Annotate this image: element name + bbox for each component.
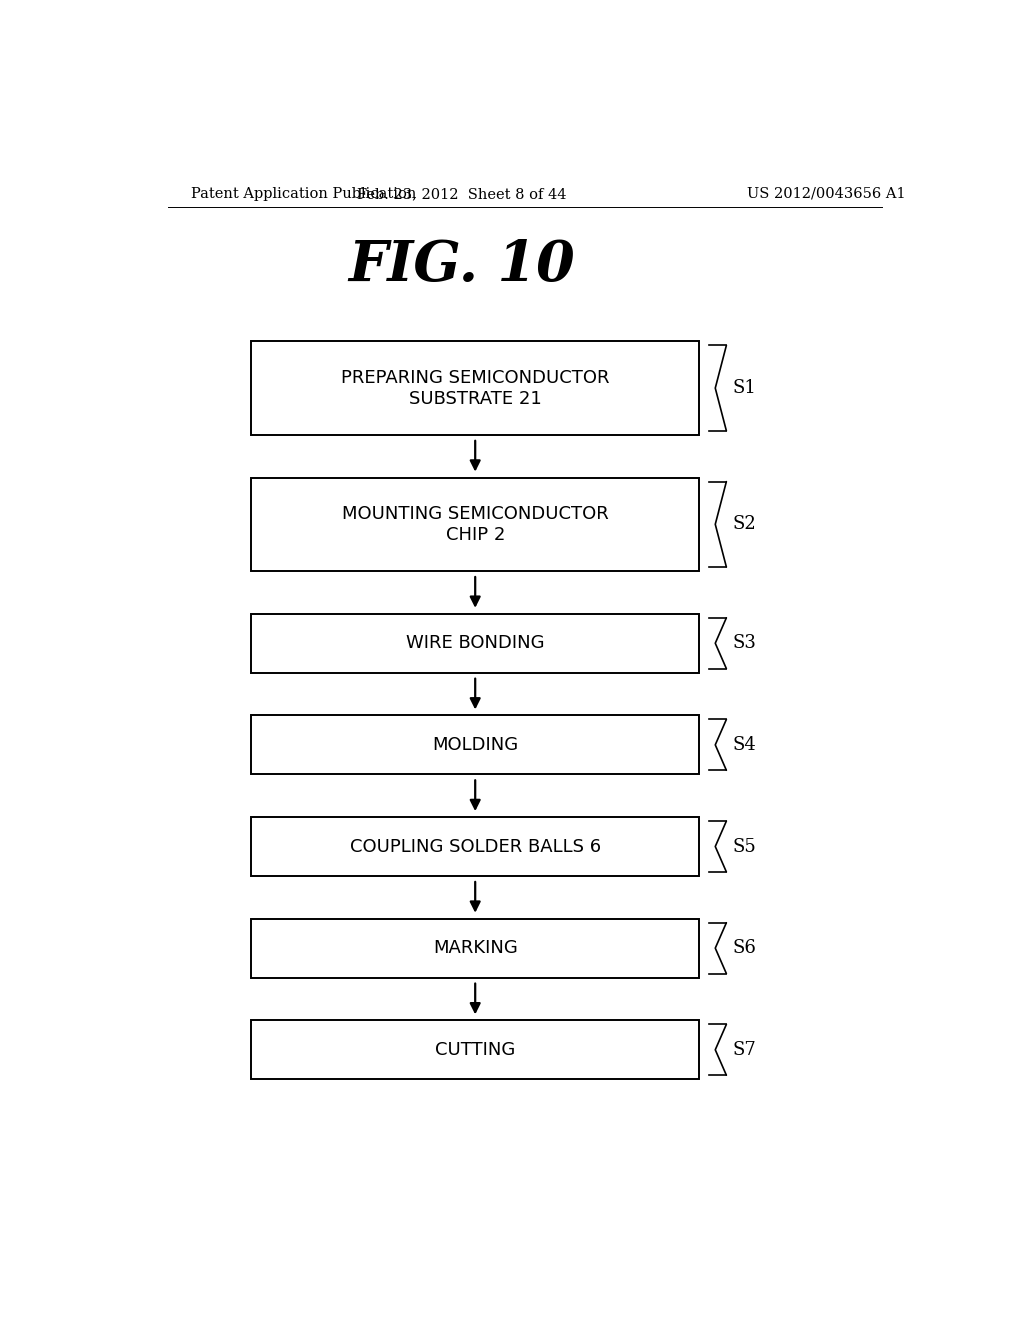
Text: PREPARING SEMICONDUCTOR
SUBSTRATE 21: PREPARING SEMICONDUCTOR SUBSTRATE 21 — [341, 368, 609, 408]
Text: S5: S5 — [733, 837, 757, 855]
Text: FIG. 10: FIG. 10 — [348, 238, 574, 293]
Text: Feb. 23, 2012  Sheet 8 of 44: Feb. 23, 2012 Sheet 8 of 44 — [356, 187, 566, 201]
Text: WIRE BONDING: WIRE BONDING — [406, 634, 545, 652]
Text: S4: S4 — [733, 735, 757, 754]
Text: MOUNTING SEMICONDUCTOR
CHIP 2: MOUNTING SEMICONDUCTOR CHIP 2 — [342, 506, 608, 544]
Bar — [251, 342, 699, 434]
Text: S6: S6 — [733, 939, 757, 957]
Text: MARKING: MARKING — [433, 939, 517, 957]
Text: US 2012/0043656 A1: US 2012/0043656 A1 — [748, 187, 905, 201]
Bar — [251, 614, 699, 673]
Bar — [251, 817, 699, 876]
Bar — [251, 478, 699, 572]
Bar — [251, 715, 699, 775]
Text: S2: S2 — [733, 515, 757, 533]
Text: S1: S1 — [733, 379, 757, 397]
Bar — [251, 1020, 699, 1080]
Text: S7: S7 — [733, 1040, 757, 1059]
Bar — [251, 919, 699, 978]
Text: CUTTING: CUTTING — [435, 1040, 515, 1059]
Text: MOLDING: MOLDING — [432, 735, 518, 754]
Text: COUPLING SOLDER BALLS 6: COUPLING SOLDER BALLS 6 — [349, 837, 601, 855]
Text: Patent Application Publication: Patent Application Publication — [191, 187, 417, 201]
Text: S3: S3 — [733, 634, 757, 652]
